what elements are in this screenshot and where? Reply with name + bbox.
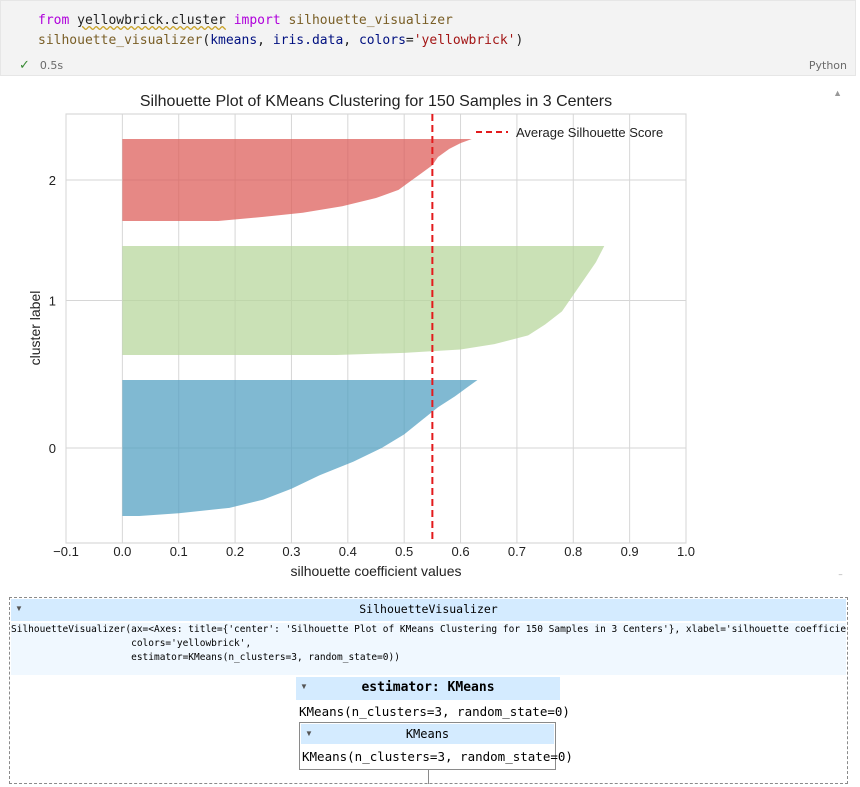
- code-string-value: 'yellowbrick': [413, 33, 516, 48]
- collapse-triangle-icon: ▼: [305, 729, 313, 738]
- code-sep-1: ,: [257, 33, 273, 48]
- x-tick-label: 0.7: [508, 544, 526, 559]
- code-arg-data: iris.data: [272, 33, 344, 48]
- code-module-name: yellowbrick.cluster: [77, 13, 226, 28]
- cluster-areas: [122, 139, 605, 516]
- output-scroll-up-icon[interactable]: ▲: [833, 88, 842, 98]
- code-paren-open: (: [202, 33, 211, 48]
- tree-connector: [428, 770, 429, 784]
- x-tick-labels: −0.1 0.0 0.1 0.2 0.3 0.4 0.5 0.6 0.7 0.8 0.9 1.0: [53, 544, 695, 559]
- code-line-2: silhouette_visualizer(kmeans, iris.data,…: [38, 33, 523, 48]
- params-line-3: estimator=KMeans(n_clusters=3, random_st…: [11, 652, 400, 663]
- x-tick-label: 0.5: [395, 544, 413, 559]
- code-sep-2: ,: [343, 33, 359, 48]
- code-editor[interactable]: from yellowbrick.cluster import silhouet…: [38, 11, 523, 51]
- cluster-0-silhouette: [122, 380, 478, 516]
- x-tick-label: 0.2: [226, 544, 244, 559]
- y-tick-label: 2: [49, 173, 56, 188]
- params-line-2: colors='yellowbrick',: [11, 638, 252, 649]
- code-keyword-from: from: [38, 13, 70, 28]
- collapse-triangle-icon: ▼: [300, 682, 308, 691]
- x-tick-label: 1.0: [677, 544, 695, 559]
- code-import-name: silhouette_visualizer: [288, 13, 453, 28]
- estimator-text: KMeans(n_clusters=3, random_state=0): [299, 704, 570, 719]
- x-tick-label: 0.0: [113, 544, 131, 559]
- silhouette-chart: Silhouette Plot of KMeans Clustering for…: [27, 93, 695, 579]
- x-tick-label: 0.3: [282, 544, 300, 559]
- cluster-2-silhouette: [122, 139, 472, 221]
- x-tick-label: −0.1: [53, 544, 79, 559]
- estimator-title: estimator: KMeans: [361, 680, 495, 695]
- code-line-1: from yellowbrick.cluster import silhouet…: [38, 13, 453, 28]
- x-tick-label: 0.8: [564, 544, 582, 559]
- cell-execution-status: ✓ 0.5s: [19, 58, 63, 73]
- code-cell[interactable]: from yellowbrick.cluster import silhouet…: [0, 0, 856, 76]
- visualizer-title: SilhouetteVisualizer: [359, 602, 498, 616]
- code-kwarg-colors: colors: [358, 33, 406, 48]
- params-line-1: SilhouetteVisualizer(ax=<Axes: title={'c…: [11, 624, 846, 635]
- kmeans-header-toggle[interactable]: ▼ KMeans: [301, 724, 554, 744]
- x-tick-label: 0.6: [452, 544, 470, 559]
- code-function-call: silhouette_visualizer: [38, 33, 203, 48]
- legend-entry-average: Average Silhouette Score: [516, 125, 663, 140]
- collapse-triangle-icon: ▼: [15, 604, 23, 613]
- kmeans-text: KMeans(n_clusters=3, random_state=0): [302, 749, 573, 764]
- estimator-header-toggle[interactable]: ▼ estimator: KMeans: [296, 677, 560, 700]
- execution-time: 0.5s: [39, 59, 64, 72]
- y-tick-label: 0: [49, 441, 56, 456]
- code-keyword-import: import: [233, 13, 281, 28]
- output-scroll-down-icon[interactable]: ‾: [839, 574, 842, 584]
- y-tick-labels: 0 1 2: [49, 173, 56, 456]
- visualizer-params: SilhouetteVisualizer(ax=<Axes: title={'c…: [11, 623, 846, 675]
- y-tick-label: 1: [49, 294, 56, 309]
- x-tick-label: 0.9: [621, 544, 639, 559]
- x-tick-label: 0.4: [339, 544, 357, 559]
- chart-title: Silhouette Plot of KMeans Clustering for…: [140, 93, 612, 110]
- legend: Average Silhouette Score: [476, 125, 663, 140]
- visualizer-header-toggle[interactable]: ▼ SilhouetteVisualizer: [11, 599, 846, 621]
- kmeans-title: KMeans: [405, 727, 450, 741]
- y-axis-label: cluster label: [27, 291, 43, 366]
- cell-language-label[interactable]: Python: [808, 59, 847, 72]
- x-axis-label: silhouette coefficient values: [291, 563, 462, 579]
- code-eq: =: [405, 33, 414, 48]
- estimator-repr: ▼ SilhouetteVisualizer SilhouetteVisuali…: [9, 597, 848, 784]
- code-paren-close: ): [515, 33, 524, 48]
- x-tick-label: 0.1: [170, 544, 188, 559]
- code-arg-kmeans: kmeans: [210, 33, 258, 48]
- check-icon: ✓: [19, 58, 30, 73]
- cluster-1-silhouette: [122, 246, 605, 355]
- kmeans-box: ▼ KMeans KMeans(n_clusters=3, random_sta…: [299, 722, 573, 770]
